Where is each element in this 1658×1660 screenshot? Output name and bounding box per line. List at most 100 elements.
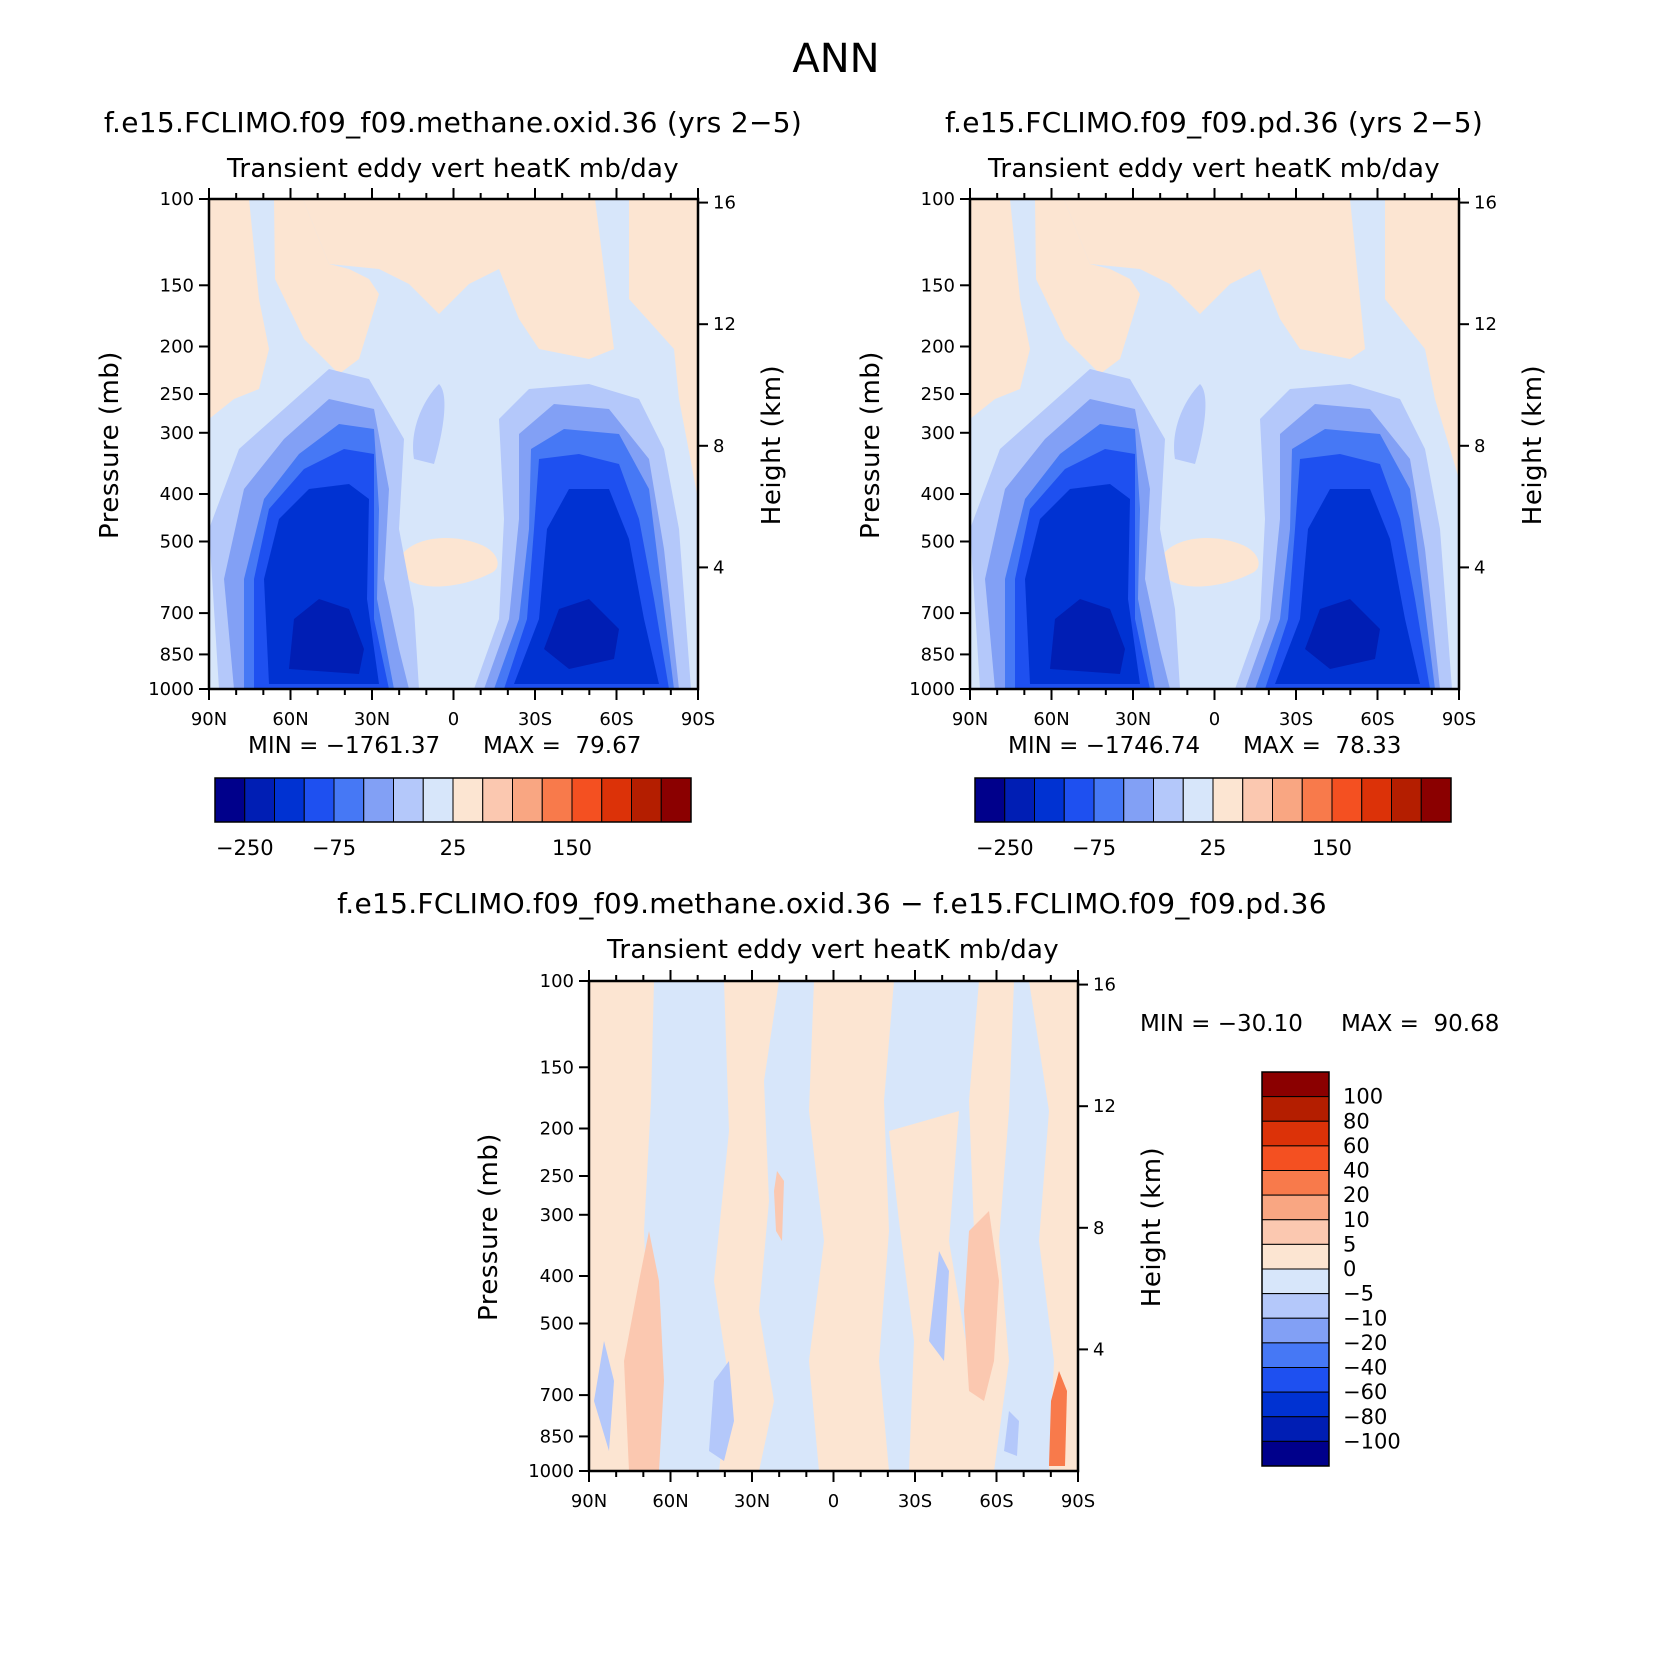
colorbar-label: 0 bbox=[1343, 1257, 1356, 1281]
panel-2-axis-ticks: 100 150 200 250 300 400 500 700 850 1000 4 8 12 16 90N… bbox=[909, 188, 1497, 730]
colorbar-label: 25 bbox=[440, 836, 467, 860]
panel-3-var-title: Transient eddy vert heatK mb/day bbox=[606, 935, 1059, 965]
y-tick-label: 300 bbox=[540, 1205, 574, 1226]
colorbar-label: −75 bbox=[1072, 836, 1116, 860]
y-tick-label: 500 bbox=[540, 1313, 574, 1334]
x-tick-label: 90S bbox=[1061, 1491, 1095, 1512]
height-tick-label: 16 bbox=[1093, 975, 1116, 996]
contour-positive-upper-left-edge bbox=[970, 199, 1030, 419]
colorbar-box bbox=[452, 777, 484, 823]
contour-positive-upper-center bbox=[1064, 199, 1365, 359]
colorbar-box bbox=[1153, 777, 1184, 823]
x-tick-label: 30N bbox=[354, 709, 390, 730]
height-tick-label: 12 bbox=[1093, 1096, 1116, 1117]
contour-minus-200-south bbox=[544, 599, 619, 669]
colorbar-box bbox=[1261, 1120, 1330, 1147]
height-tick-label: 12 bbox=[713, 314, 736, 335]
y-tick-label: 700 bbox=[160, 603, 194, 624]
contour-plus-core-north bbox=[624, 1231, 664, 1471]
colorbar-box bbox=[1261, 1194, 1330, 1221]
y-tick-label: 250 bbox=[160, 384, 194, 405]
colorbar-label: 150 bbox=[1312, 836, 1352, 860]
colorbar-box bbox=[1212, 777, 1244, 823]
colorbar-label: 80 bbox=[1343, 1109, 1370, 1133]
x-tick-label: 90N bbox=[191, 709, 227, 730]
y-tick-label: 400 bbox=[540, 1266, 574, 1287]
colorbar-box bbox=[1261, 1219, 1330, 1245]
contour-positive-blob-equator bbox=[398, 538, 498, 587]
y-tick-label: 700 bbox=[540, 1385, 574, 1406]
panel-1-colorbar: −250 −75 25 150 bbox=[214, 777, 692, 860]
panel-1-y-axis-title: Pressure (mb) bbox=[95, 351, 125, 539]
panel-2: f.e15.FCLIMO.f09_f09.pd.36 (yrs 2−5) Tra… bbox=[856, 106, 1548, 860]
contour-plus-core-pole bbox=[1049, 1371, 1067, 1466]
colorbar-box bbox=[1261, 1096, 1330, 1122]
colorbar-box bbox=[1261, 1317, 1330, 1344]
height-tick-label: 8 bbox=[1093, 1218, 1104, 1239]
colorbar-label: 20 bbox=[1343, 1183, 1370, 1207]
colorbar-box bbox=[1261, 1293, 1330, 1319]
height-tick-label: 16 bbox=[1474, 193, 1497, 214]
colorbar-label: −75 bbox=[312, 836, 356, 860]
panel-3-contour-field bbox=[589, 981, 1078, 1471]
x-tick-label: 0 bbox=[1209, 709, 1220, 730]
colorbar-box bbox=[422, 777, 454, 823]
panel-2-right-axis-title: Height (km) bbox=[1518, 365, 1548, 525]
x-tick-label: 60S bbox=[599, 709, 633, 730]
panel-3-right-axis-title: Height (km) bbox=[1137, 1147, 1167, 1307]
y-tick-label: 300 bbox=[921, 423, 955, 444]
colorbar-box bbox=[974, 777, 1006, 823]
contour-positive-upper-south bbox=[629, 199, 698, 499]
x-tick-label: 60N bbox=[652, 1491, 688, 1512]
contour-plus-band-6 bbox=[1029, 981, 1078, 1471]
colorbar-box bbox=[1261, 1440, 1330, 1467]
colorbar-box bbox=[1261, 1243, 1330, 1270]
height-tick-label: 12 bbox=[1474, 314, 1497, 335]
y-tick-label: 150 bbox=[540, 1057, 574, 1078]
panel-1-stat-min: MIN = −1761.37 bbox=[248, 733, 440, 759]
colorbar-label: −80 bbox=[1343, 1405, 1387, 1429]
x-tick-label: 90N bbox=[952, 709, 988, 730]
colorbar-label: −250 bbox=[216, 836, 274, 860]
y-tick-label: 850 bbox=[540, 1426, 574, 1447]
y-tick-label: 200 bbox=[540, 1119, 574, 1140]
colorbar-box bbox=[1261, 1416, 1330, 1442]
x-tick-label: 90S bbox=[1442, 709, 1476, 730]
colorbar-box bbox=[631, 777, 662, 823]
y-tick-label: 500 bbox=[160, 531, 194, 552]
colorbar-label: 10 bbox=[1343, 1208, 1370, 1232]
colorbar-box bbox=[1261, 1170, 1330, 1196]
colorbar-box bbox=[512, 777, 543, 823]
colorbar-box bbox=[541, 777, 573, 823]
colorbar-box bbox=[1261, 1391, 1330, 1418]
y-tick-label: 100 bbox=[921, 189, 955, 210]
contour-plus-core-equator bbox=[774, 1171, 784, 1241]
y-tick-label: 500 bbox=[921, 531, 955, 552]
colorbar-label: −250 bbox=[976, 836, 1034, 860]
panel-2-colorbar: −250 −75 25 150 bbox=[974, 777, 1452, 860]
colorbar-label: 100 bbox=[1343, 1085, 1383, 1109]
colorbar-box bbox=[214, 777, 246, 823]
contour-positive-upper-south bbox=[1385, 199, 1459, 479]
panel-3-y-axis-title: Pressure (mb) bbox=[474, 1133, 504, 1321]
panel-2-stat-max: MAX = 78.33 bbox=[1243, 733, 1401, 759]
colorbar-box bbox=[1261, 1367, 1330, 1393]
contour-minus-10-mid bbox=[709, 1361, 734, 1461]
x-tick-label: 60N bbox=[272, 709, 308, 730]
colorbar-box bbox=[1063, 777, 1095, 823]
panel-2-contour-field bbox=[970, 199, 1459, 689]
colorbar-box bbox=[363, 777, 394, 823]
y-tick-label: 1000 bbox=[528, 1461, 574, 1482]
contour-plus-band-2 bbox=[714, 981, 779, 1471]
colorbar-box bbox=[1034, 777, 1065, 823]
colorbar-label: 5 bbox=[1343, 1232, 1356, 1256]
colorbar-box bbox=[1261, 1342, 1330, 1368]
contour-plus-core-south bbox=[964, 1211, 999, 1401]
x-tick-label: 90N bbox=[571, 1491, 607, 1512]
panel-1-axis-ticks: 100 150 200 250 300 400 500 700 850 1000 4 8 12 16 90N… bbox=[148, 188, 736, 730]
contour-positive-upper-north bbox=[209, 199, 379, 374]
colorbar-box bbox=[333, 777, 365, 823]
y-tick-label: 150 bbox=[160, 275, 194, 296]
colorbar-box bbox=[1420, 777, 1452, 823]
